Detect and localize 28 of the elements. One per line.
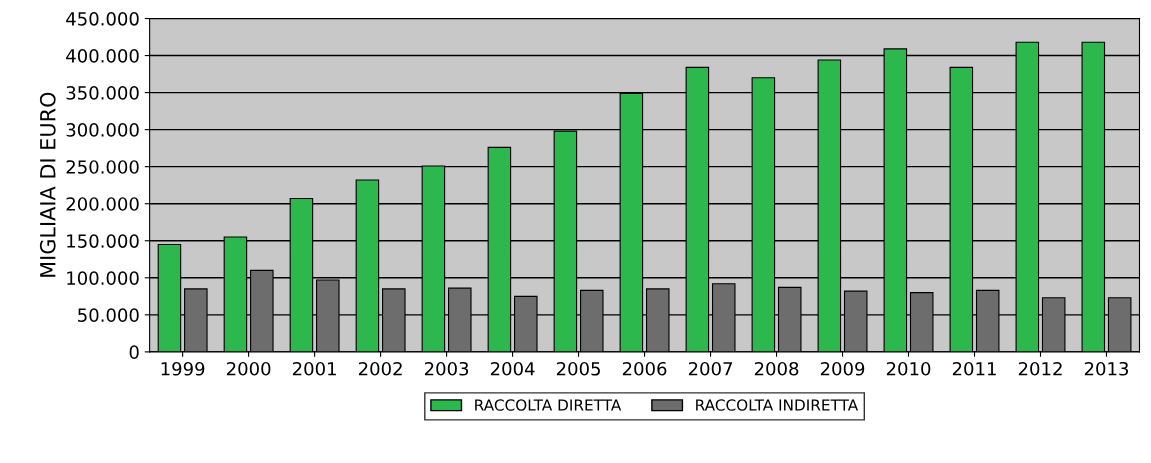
y-tick-label: 0: [129, 345, 139, 359]
x-tick-label: 2005: [556, 361, 600, 376]
legend-label: RACCOLTA INDIRETTA: [696, 399, 859, 411]
x-tick-label: 2000: [226, 361, 271, 376]
x-tick-label: 2010: [886, 361, 931, 376]
x-tick-label: 2013: [1084, 361, 1129, 376]
x-tick-label: 2008: [754, 361, 799, 376]
y-tick-label: 200.000: [66, 197, 139, 211]
y-tick-label: 400.000: [66, 49, 139, 63]
x-tick-label: 2002: [358, 361, 402, 376]
y-tick-label: 350.000: [66, 86, 139, 100]
y-tick-label: 300.000: [66, 123, 139, 137]
x-tick-label: 2004: [490, 361, 535, 376]
y-tick-label: 250.000: [66, 160, 139, 174]
x-tick-label: 2007: [688, 361, 732, 376]
y-tick-label: 450.000: [66, 11, 139, 26]
y-tick-label: 100.000: [67, 271, 139, 285]
x-tick-label: 2012: [1018, 361, 1062, 376]
x-tick-label: 2009: [820, 361, 865, 376]
x-tick-label: 1999: [161, 361, 205, 376]
y-axis-title: MIGLIAIA DI EURO: [39, 92, 56, 277]
legend-label: RACCOLTA DIRETTA: [475, 399, 622, 411]
x-tick-label: 2011: [952, 361, 996, 376]
x-tick-label: 2006: [622, 361, 667, 376]
x-tick-label: 2001: [292, 361, 336, 376]
y-tick-label: 50.000: [78, 308, 139, 322]
x-tick-label: 2003: [424, 361, 469, 376]
y-tick-label: 150.000: [67, 234, 139, 248]
